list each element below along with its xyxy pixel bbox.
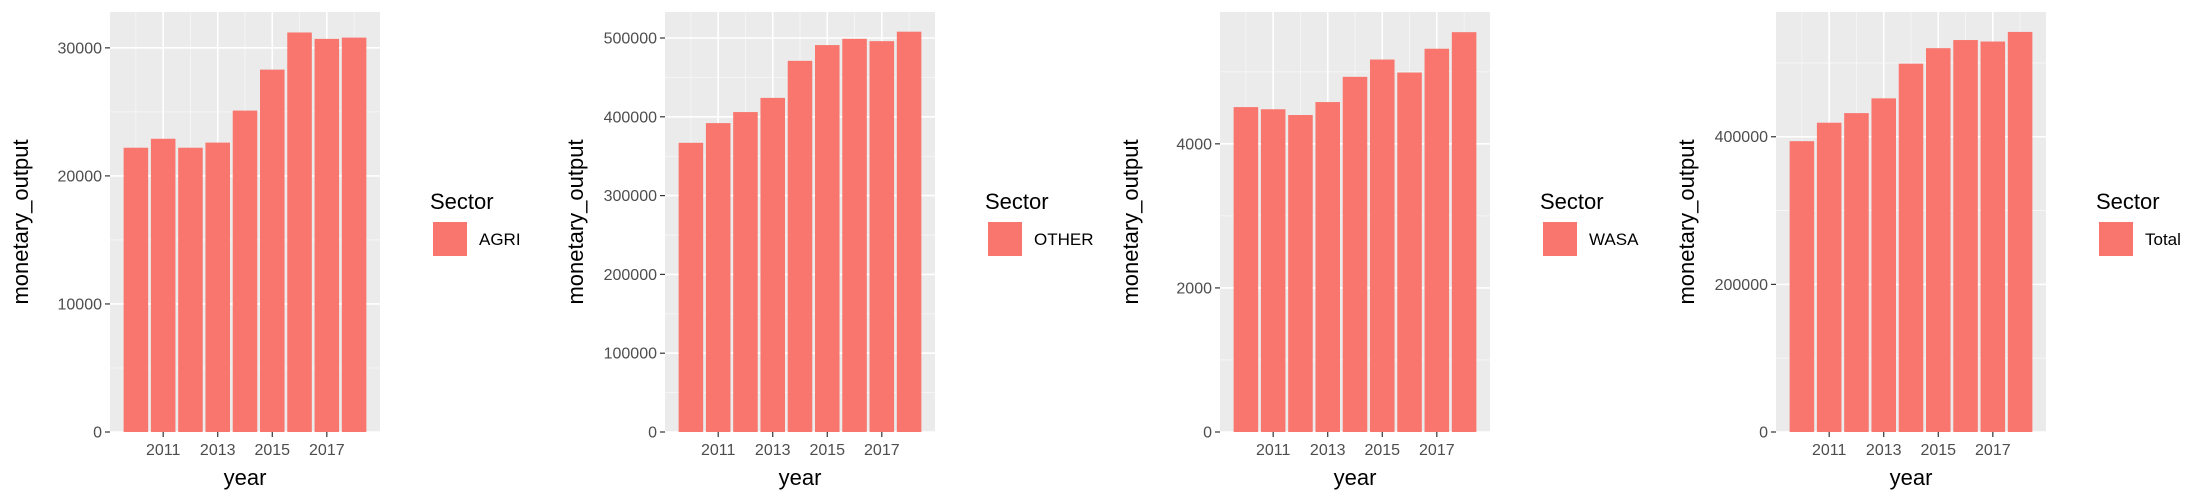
bar	[1315, 102, 1340, 433]
x-axis-title: year	[1334, 465, 1377, 490]
x-axis-title: year	[224, 465, 267, 490]
bar	[314, 38, 340, 432]
x-tick-label: 2011	[1256, 442, 1291, 459]
legend-label: Total	[2145, 230, 2181, 249]
legend-label: WASA	[1589, 230, 1639, 249]
x-tick-label: 2015	[809, 442, 845, 459]
legend-key-swatch	[2099, 222, 2133, 256]
bar	[123, 147, 149, 433]
y-tick-label: 200000	[604, 267, 657, 284]
y-tick-label: 400000	[1715, 129, 1768, 146]
y-axis-title: monetary_output	[1118, 139, 1143, 304]
x-tick-label: 2013	[1866, 442, 1902, 459]
x-tick-label: 2015	[1920, 442, 1956, 459]
y-axis-title: monetary_output	[8, 139, 33, 304]
x-axis-title: year	[1890, 465, 1933, 490]
legend-title: Sector	[1540, 189, 1604, 214]
facet-panel: 0 200000 400000 2011 2013 2015 2017 year monetar…	[1674, 12, 2181, 490]
y-tick-label: 100000	[604, 346, 657, 363]
y-tick-label: 2000	[1176, 280, 1212, 297]
x-tick-label: 2015	[1364, 442, 1400, 459]
bar	[705, 123, 731, 433]
y-tick-label: 500000	[604, 31, 657, 48]
facet-panel: 0 2000 4000 2011 2013 2015 2017 year monetary_ou…	[1118, 12, 1639, 490]
y-tick-label: 300000	[604, 188, 657, 205]
bar	[1871, 98, 1896, 433]
bar	[733, 112, 758, 433]
bar	[1288, 115, 1313, 433]
x-tick-label: 2013	[1310, 442, 1346, 459]
x-tick-label: 2013	[200, 442, 236, 459]
y-tick-label: 400000	[604, 109, 657, 126]
bar	[787, 60, 813, 433]
y-tick-label: 0	[1759, 425, 1768, 442]
bar	[1260, 109, 1286, 432]
bar	[1789, 141, 1815, 432]
legend-key-swatch	[1543, 222, 1577, 256]
facet-panel: 0 100000 200000 300000 400000 500000 2011 2013 2…	[563, 12, 1094, 490]
bar	[178, 147, 203, 433]
bar	[896, 31, 922, 433]
legend-label: OTHER	[1034, 230, 1094, 249]
x-tick-label: 2011	[701, 442, 736, 459]
y-tick-label: 4000	[1176, 136, 1212, 153]
x-tick-label: 2011	[146, 442, 181, 459]
bar	[842, 38, 867, 432]
y-axis-title: monetary_output	[1674, 139, 1699, 304]
bar	[2007, 31, 2033, 433]
bar	[678, 142, 704, 432]
bar	[1816, 122, 1842, 432]
bar	[1424, 48, 1450, 432]
x-tick-label: 2017	[309, 442, 345, 459]
x-tick-label: 2011	[1812, 442, 1847, 459]
legend-key-swatch	[433, 222, 467, 256]
x-axis-title: year	[779, 465, 822, 490]
y-tick-label: 30000	[58, 40, 103, 57]
legend-title: Sector	[985, 189, 1049, 214]
legend-title: Sector	[430, 189, 494, 214]
bar	[1342, 76, 1368, 433]
y-tick-label: 0	[648, 425, 657, 442]
y-tick-label: 0	[93, 425, 102, 442]
bar	[1844, 113, 1869, 432]
bar	[232, 110, 258, 432]
x-tick-label: 2017	[1975, 442, 2011, 459]
x-tick-label: 2013	[755, 442, 791, 459]
bar	[760, 97, 785, 433]
facet-panel: 0 10000 20000 30000 2011 2013 2015 2017 year mone…	[8, 12, 521, 490]
x-tick-label: 2015	[254, 442, 290, 459]
bar	[1953, 40, 1978, 433]
y-tick-label: 0	[1203, 425, 1212, 442]
x-tick-label: 2017	[1419, 442, 1455, 459]
y-tick-label: 200000	[1715, 277, 1768, 294]
bar	[1926, 48, 1951, 433]
bar	[815, 45, 840, 433]
legend-title: Sector	[2096, 189, 2160, 214]
bar	[1980, 41, 2006, 432]
legend-label: AGRI	[479, 230, 521, 249]
bar	[1397, 72, 1422, 432]
bar	[287, 32, 312, 433]
legend-key-swatch	[988, 222, 1022, 256]
bar	[1370, 59, 1395, 432]
bar	[341, 37, 367, 433]
bar	[1233, 107, 1259, 433]
bar	[869, 41, 895, 432]
y-axis-title: monetary_output	[563, 139, 588, 304]
bar	[260, 69, 285, 432]
y-tick-label: 10000	[58, 296, 103, 313]
bar	[1451, 32, 1477, 432]
bar	[150, 138, 176, 432]
bar	[205, 142, 230, 433]
y-tick-label: 20000	[58, 168, 103, 185]
x-tick-label: 2017	[864, 442, 900, 459]
bar	[1898, 63, 1924, 433]
